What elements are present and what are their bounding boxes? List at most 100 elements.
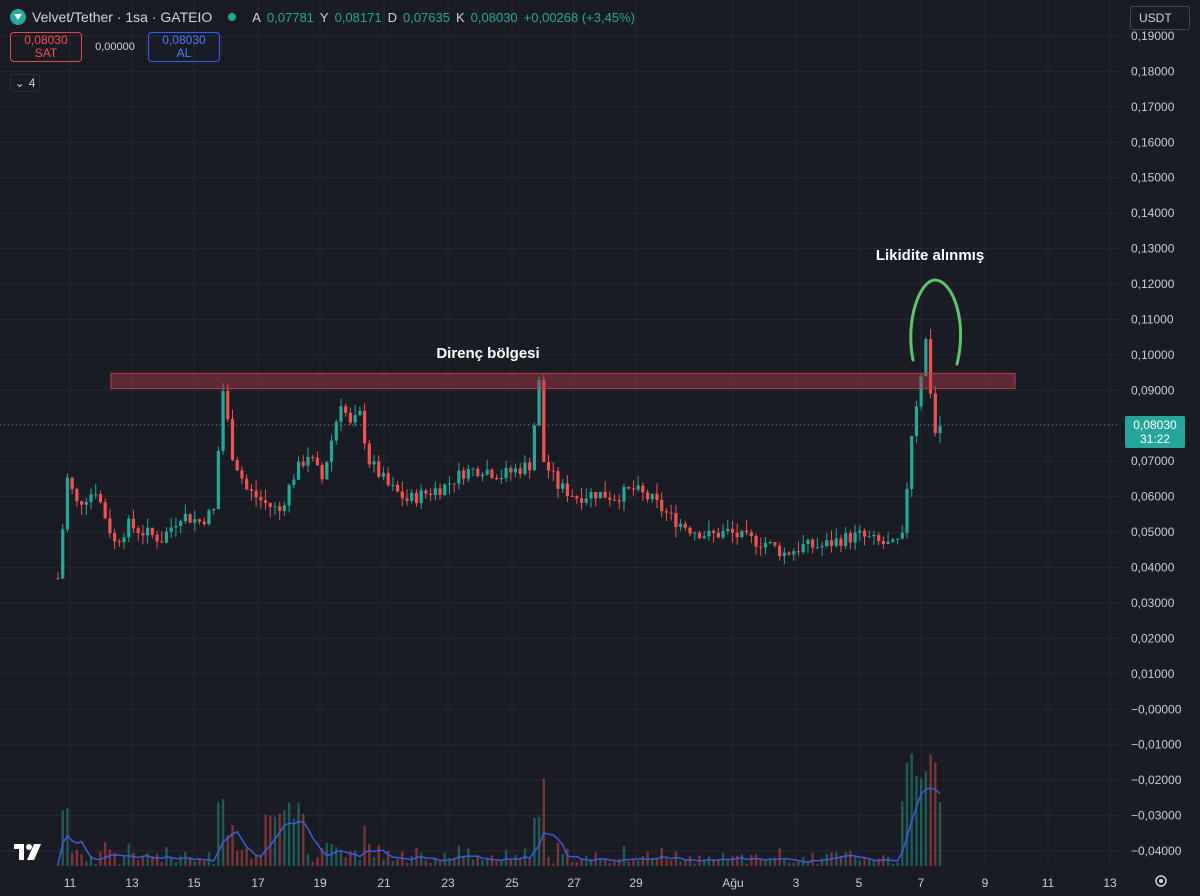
volume-bar [254,856,258,866]
countdown: 31:22 [1139,432,1171,446]
candle-body [712,530,716,533]
candle-body [405,498,409,501]
market-status-dot [228,13,237,21]
candle-body [513,468,518,473]
gear-icon[interactable] [1154,874,1168,888]
x-tick-label: 19 [313,876,327,890]
volume-bar [561,854,564,866]
volume-bar [193,861,196,866]
candle-body [174,525,178,528]
currency-select[interactable]: USDT [1130,6,1190,30]
buy-button[interactable]: 0,08030 AL [148,32,220,62]
volume-bar [924,771,928,866]
volume-bar [429,862,432,866]
volume-bar [773,857,777,866]
y-tick-label: 0,16000 [1131,135,1175,149]
candle-body [282,505,286,511]
candle-body [287,484,291,506]
volume-bar [896,862,899,866]
ohlc-high: 0,08171 [334,9,382,25]
candle-body [164,531,169,543]
spread-value: 0,00000 [95,41,135,53]
volume-bar [632,858,635,866]
candle-body [537,380,541,426]
candle-body [254,490,258,498]
x-tick-label: 5 [856,876,863,890]
candle-body [235,460,239,471]
y-tick-label: 0,19000 [1131,29,1175,43]
volume-bar [122,855,126,866]
candle-body [693,532,697,534]
candle-body [320,465,324,480]
volume-bar [731,856,734,866]
candle-body [334,421,338,441]
volume-bar [556,842,560,866]
volume-bar [679,861,682,866]
volume-bar [669,860,673,866]
candle-body [155,534,159,542]
volume-bar [872,861,876,866]
volume-bar [919,778,923,866]
candle-body [471,468,475,470]
sell-button[interactable]: 0,08030 SAT [10,32,82,62]
y-tick-label: 0,11000 [1131,312,1174,326]
volume-bar [509,859,512,866]
indicators-count: 4 [28,76,36,90]
volume-bar [580,859,583,866]
indicators-collapse-button[interactable]: ⌄ 4 [10,74,40,92]
candle-body [603,491,607,498]
candle-body [928,339,933,394]
volume-bar [146,853,149,866]
candle-body [820,546,824,548]
candle-body [490,469,494,478]
volume-bar [188,857,192,866]
candle-body [377,461,381,477]
candle-body [367,443,371,465]
volume-bar [174,862,178,866]
volume-bar [151,856,154,866]
candle-body [344,406,348,413]
symbol-title[interactable]: Velvet/Tether · 1sa · GATEIO [32,9,213,25]
candle-body [575,496,579,499]
volume-ma-line [57,787,941,865]
candle-body [763,543,768,548]
candle-body [853,532,857,543]
candle-body [834,538,838,546]
volume-bar [245,848,248,866]
volume-bar [410,856,413,866]
candle-body [273,506,277,508]
volume-bar [486,858,489,866]
candle-body [89,494,93,503]
candle-body [216,450,220,510]
volume-bar [901,801,904,866]
volume-bar [236,850,239,866]
volume-bar [735,855,739,866]
volume-bar [353,850,357,866]
y-tick-label: 0,05000 [1131,525,1175,539]
candle-body [202,521,206,525]
candle-body [410,492,414,501]
candle-body [414,492,419,504]
volume-bar [226,835,229,866]
candle-body [462,470,466,479]
volume-bar [269,815,272,866]
volume-bar [599,858,602,866]
tradingview-logo-icon[interactable] [12,840,46,864]
volume-bar [514,854,517,866]
volume-bar [495,861,498,866]
volume-bar [622,845,626,866]
volume-bar [537,816,541,866]
candle-body [353,414,357,423]
candle-body [499,478,503,480]
y-tick-label: 0,02000 [1131,631,1175,645]
candle-body [811,539,815,548]
trade-panel: 0,08030 SAT 0,00000 0,08030 AL [10,32,220,62]
candle-body [914,406,919,436]
volume-bar [783,859,786,866]
candle-body [749,532,753,537]
x-tick-label: 9 [982,876,989,890]
candle-body [372,461,376,465]
volume-bar [80,854,83,866]
y-tick-label: −0,04000 [1131,844,1182,858]
